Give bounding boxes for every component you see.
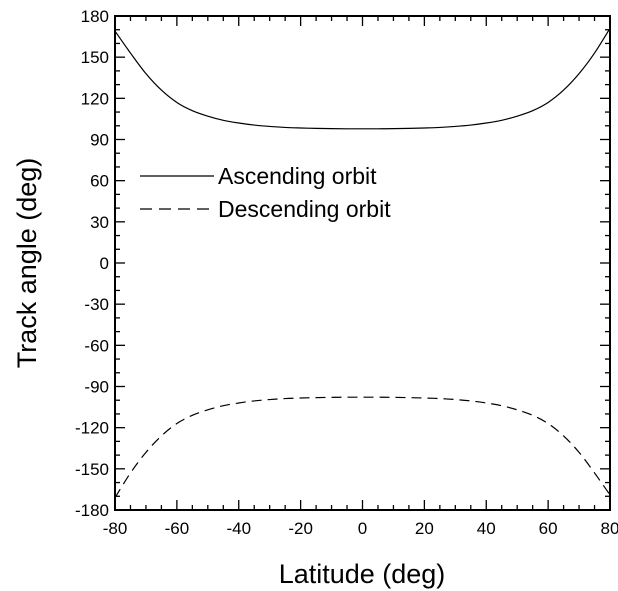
x-tick-label: 40 bbox=[477, 519, 496, 538]
x-tick-label: -20 bbox=[288, 519, 313, 538]
descending-orbit-line bbox=[114, 396, 611, 498]
y-tick-label: 30 bbox=[90, 213, 109, 232]
x-tick-label: 0 bbox=[358, 519, 367, 538]
y-tick-label: -180 bbox=[75, 501, 109, 520]
x-tick-label: -80 bbox=[103, 519, 128, 538]
ascending-orbit-line bbox=[114, 28, 611, 130]
y-tick-label: 60 bbox=[90, 172, 109, 191]
legend-label-descending: Descending orbit bbox=[218, 196, 391, 222]
axis-ticks bbox=[114, 15, 611, 511]
y-tick-label: -90 bbox=[84, 378, 109, 397]
x-tick-label: 60 bbox=[539, 519, 558, 538]
y-tick-label: -30 bbox=[84, 295, 109, 314]
series-lines bbox=[114, 28, 611, 498]
y-tick-label: 180 bbox=[81, 7, 109, 26]
x-axis-title: Latitude (deg) bbox=[279, 559, 446, 589]
x-tick-label: 20 bbox=[415, 519, 434, 538]
x-tick-label: -40 bbox=[226, 519, 251, 538]
axis-tick-labels: -80 -60 -40 -20 0 20 40 60 80 180 150 120 90 60 30 0 -30… bbox=[75, 7, 618, 538]
y-tick-label: 120 bbox=[81, 89, 109, 108]
x-tick-label: 80 bbox=[601, 519, 618, 538]
y-tick-label: -60 bbox=[84, 336, 109, 355]
legend: Ascending orbit Descending orbit bbox=[140, 163, 391, 222]
y-tick-label: 0 bbox=[100, 254, 109, 273]
plot-frame bbox=[114, 15, 611, 511]
x-tick-label: -60 bbox=[165, 519, 190, 538]
y-axis-title: Track angle (deg) bbox=[12, 158, 42, 369]
y-tick-label: -150 bbox=[75, 460, 109, 479]
y-tick-label: -120 bbox=[75, 419, 109, 438]
y-tick-label: 150 bbox=[81, 48, 109, 67]
legend-label-ascending: Ascending orbit bbox=[218, 163, 377, 189]
y-tick-label: 90 bbox=[90, 131, 109, 150]
